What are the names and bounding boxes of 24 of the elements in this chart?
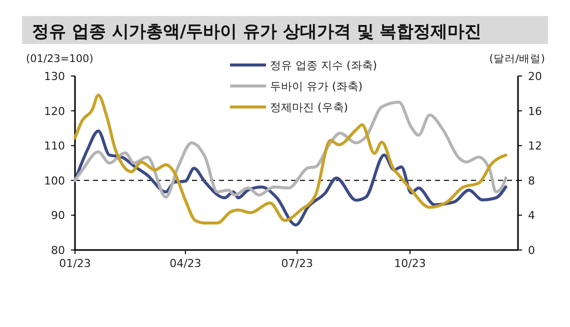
y-tick-label: 110: [44, 140, 65, 153]
y-tick-label: 100: [44, 174, 65, 188]
y-tick-label: 90: [51, 209, 65, 222]
line-series: [74, 94, 508, 225]
chart-title: 정유 업종 시가총액/두바이 유가 상대가격 및 복합정제마진: [32, 22, 482, 42]
y2-tick-label: 20: [528, 70, 542, 83]
y-axis-title: (01/23=100): [26, 53, 94, 65]
x-tick-label: 04/23: [170, 257, 202, 270]
y2-tick-label: 12: [528, 140, 542, 153]
y2-tick-label: 4: [528, 209, 535, 222]
y-tick-label: 80: [51, 244, 65, 257]
y2-tick-label: 8: [528, 174, 535, 188]
legend-label: 정유 업종 지수 (좌축): [270, 59, 378, 72]
y2-tick-label: 0: [528, 244, 535, 257]
y-tick-label: 130: [44, 70, 65, 83]
legend-label: 정제마진 (우축): [270, 101, 348, 114]
x-tick-label: 01/23: [59, 257, 91, 270]
y-tick-label: 120: [44, 104, 65, 118]
y2-axis-title: (달러/배럴): [489, 53, 545, 65]
x-tick-label: 10/23: [394, 257, 426, 270]
line-series: [74, 100, 508, 199]
legend-label: 두바이 유가 (좌축): [270, 80, 363, 93]
x-tick-label: 07/23: [281, 257, 313, 270]
y2-tick-label: 16: [528, 104, 542, 118]
